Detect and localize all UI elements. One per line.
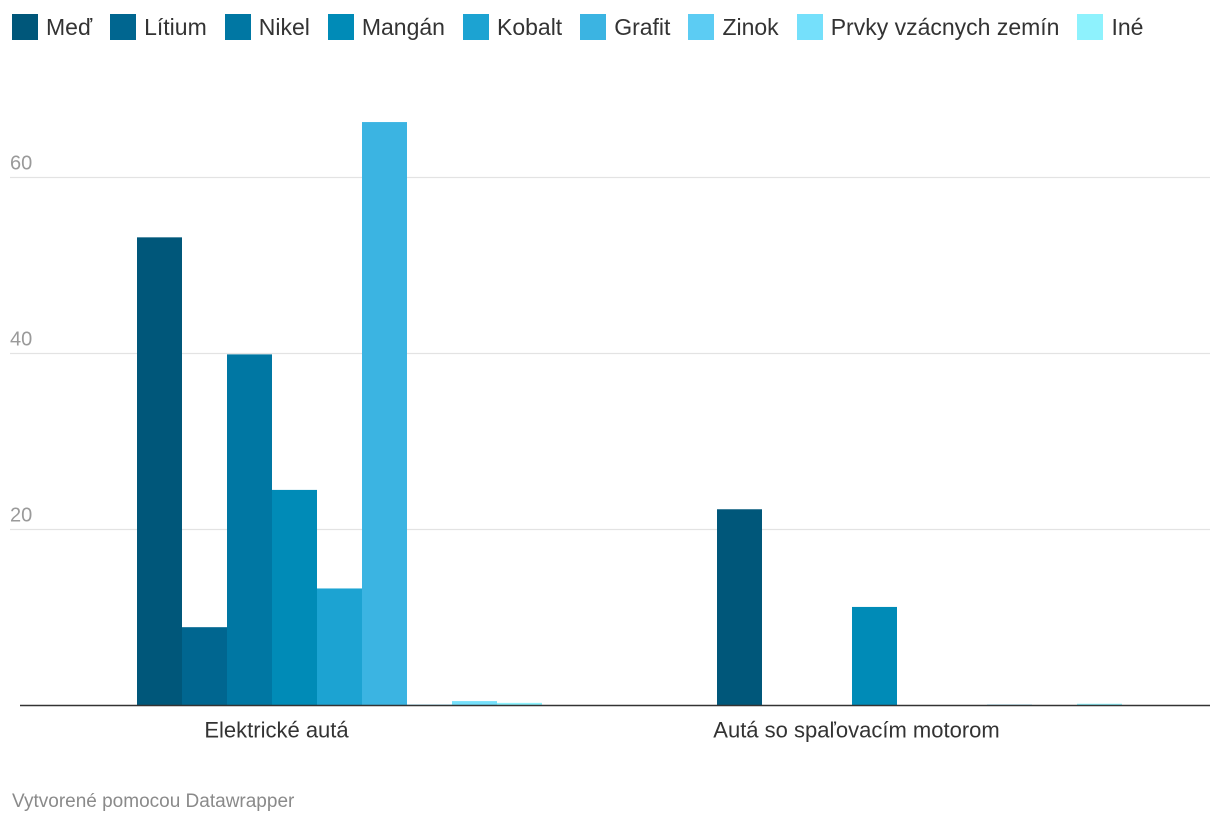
legend-label: Grafit — [614, 13, 671, 40]
bar — [137, 237, 182, 706]
legend-item: Nikel — [224, 13, 310, 41]
legend-item: Grafit — [580, 14, 670, 41]
bar — [1077, 703, 1122, 706]
legend-label: Kobalt — [496, 13, 563, 40]
legend-label: Lítium — [144, 13, 207, 40]
legend-item: Iné — [1077, 14, 1143, 41]
legend-swatch — [327, 14, 354, 40]
legend-item: Mangán — [327, 13, 445, 41]
legend-item: Meď — [12, 14, 92, 41]
bar — [182, 627, 227, 706]
x-category-label: Elektrické autá — [204, 718, 349, 743]
legend-swatch — [688, 14, 715, 40]
legend-item: Prvky vzácnych zemín — [796, 13, 1060, 41]
legend-item: Lítium — [110, 14, 207, 41]
y-tick-label: 40 — [10, 329, 32, 351]
legend-label: Iné — [1111, 13, 1144, 40]
footer-credit: Vytvorené pomocou Datawrapper — [12, 791, 295, 812]
legend-swatch — [580, 14, 607, 40]
legend-label: Zinok — [722, 13, 779, 40]
legend-item: Kobalt — [462, 13, 563, 41]
bar — [317, 588, 362, 706]
legend-label: Mangán — [361, 13, 445, 40]
bar — [362, 122, 407, 706]
legend-label: Meď — [46, 13, 93, 40]
bar — [452, 701, 497, 706]
bar — [272, 489, 317, 706]
legend-label: Nikel — [258, 13, 310, 40]
y-tick-label: 60 — [10, 153, 32, 175]
y-tick-label: 20 — [10, 505, 32, 527]
bar — [717, 509, 762, 706]
bar — [227, 354, 272, 706]
legend-swatch — [462, 14, 489, 40]
bar — [497, 702, 542, 706]
legend-swatch — [110, 14, 137, 40]
legend-item: Zinok — [688, 13, 779, 41]
legend-swatch — [1077, 14, 1104, 40]
bar — [852, 606, 897, 706]
legend-label: Prvky vzácnych zemín — [830, 13, 1060, 40]
legend-swatch — [796, 14, 823, 40]
legend-swatch — [12, 14, 38, 40]
chart-legend: Meď Lítium Nikel Mangán Kobalt Grafit Zinok Prv… — [12, 10, 1210, 44]
x-category-label: Autá so spaľovacím motorom — [713, 718, 999, 743]
legend-swatch — [224, 14, 251, 40]
